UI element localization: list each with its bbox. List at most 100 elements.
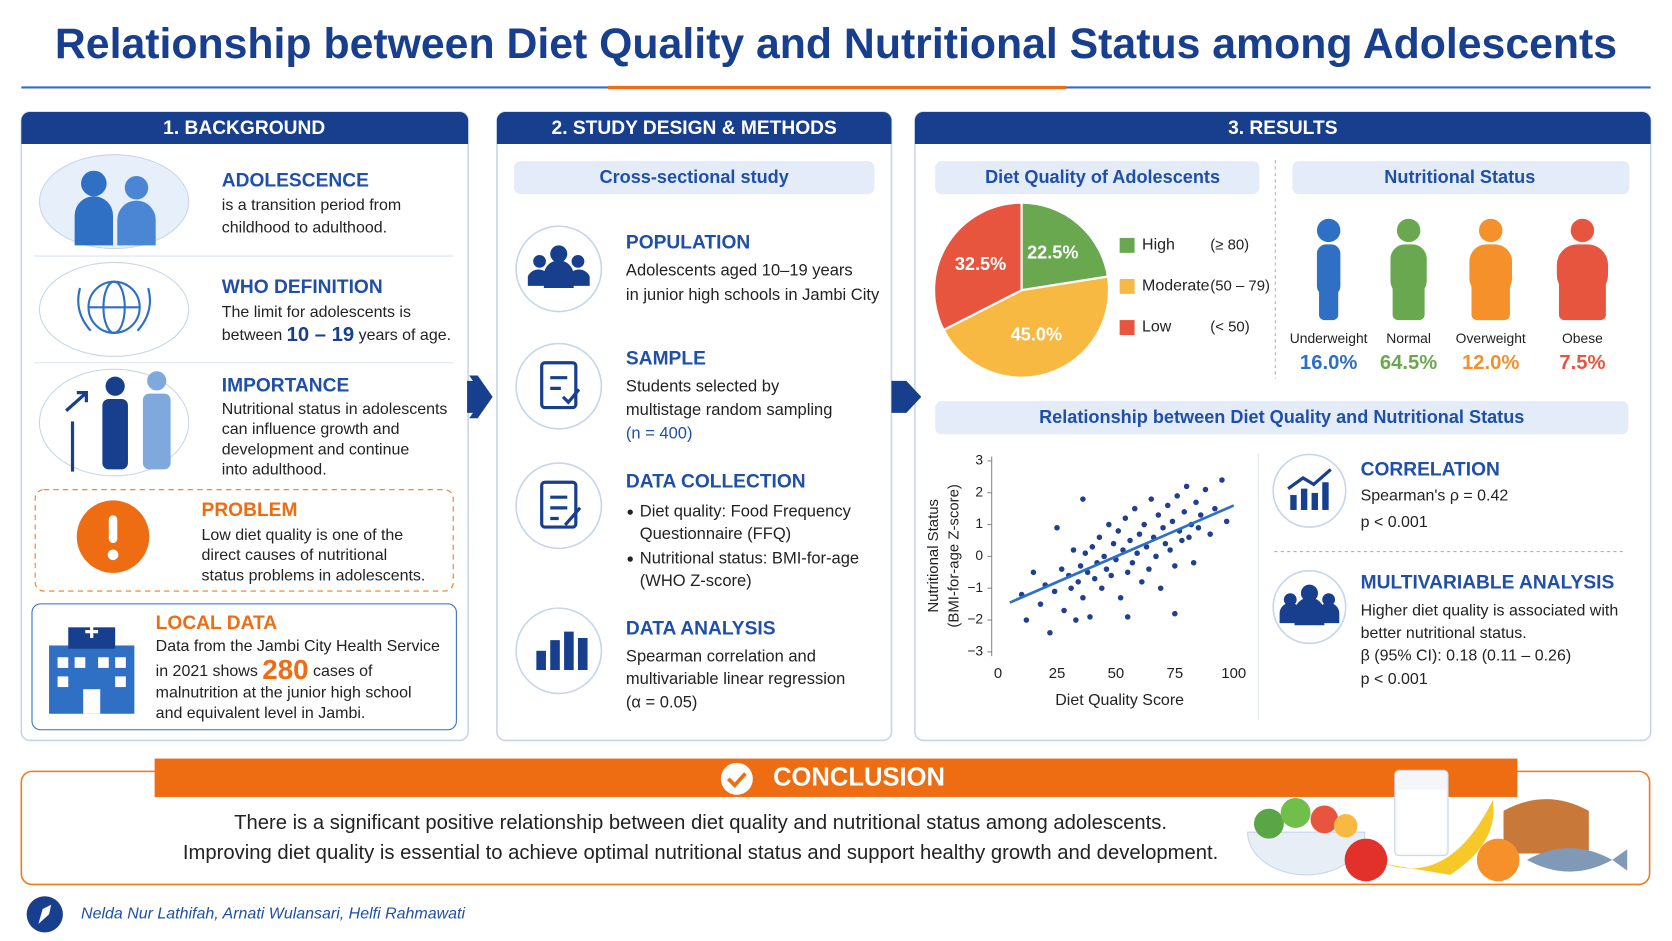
person-figure — [1316, 218, 1341, 243]
scatter-point — [1084, 569, 1091, 576]
item-title: MULTIVARIABLE ANALYSIS — [1361, 573, 1615, 594]
y-tick-label: 3 — [975, 452, 983, 468]
section-heading: 1. BACKGROUND — [163, 118, 325, 139]
background-header — [21, 112, 469, 145]
scatter-point — [1174, 493, 1180, 499]
legend-swatch — [1119, 320, 1135, 336]
scatter-point — [1089, 544, 1096, 550]
x-tick-label: 25 — [1049, 665, 1066, 682]
who-icon — [77, 280, 152, 334]
band — [1292, 161, 1630, 195]
scatter-point — [1190, 559, 1197, 566]
body-text: into adulthood. — [222, 462, 327, 479]
body-text: Data from the Jambi City Health Service — [156, 638, 440, 655]
item-title: SAMPLE — [626, 349, 706, 370]
body-text: Nutritional status in adolescents — [222, 401, 448, 418]
body-text: p < 0.001 — [1361, 514, 1428, 531]
band — [935, 161, 1260, 195]
scatter-point — [1153, 553, 1159, 560]
authors: Nelda Nur Lathifah, Arnati Wulansari, He… — [81, 906, 465, 923]
icon-bg — [1272, 453, 1347, 528]
band — [935, 401, 1629, 435]
scatter-point — [1167, 547, 1173, 553]
body-text: Adolescents aged 10–19 years — [626, 260, 853, 279]
body-text: Low diet quality is one of the — [202, 527, 404, 544]
scatter-point — [1051, 588, 1058, 595]
scatter-point — [1197, 512, 1204, 518]
item-title: PROBLEM — [202, 500, 298, 521]
trend-line — [1009, 504, 1235, 604]
results-header — [914, 112, 1651, 145]
scatter-point — [1127, 537, 1133, 544]
status-value: 7.5% — [1559, 352, 1605, 374]
x-tick-label: 100 — [1221, 665, 1246, 682]
bullet — [627, 556, 633, 562]
scatter-point — [1124, 614, 1131, 620]
scatter-point — [1129, 559, 1136, 566]
conclusion-title: CONCLUSION — [773, 764, 945, 792]
text-part: years of age. — [354, 327, 451, 344]
status-label: Overweight — [1456, 330, 1526, 346]
body-text: The limit for adolescents is — [222, 304, 411, 321]
body-text: status problems in adolescents. — [202, 567, 426, 584]
pie-slice — [1020, 201, 1110, 292]
clipboard-icon — [540, 361, 582, 529]
y-tick-label: −2 — [967, 611, 983, 627]
body-text: Questionnaire (FFQ) — [640, 524, 791, 543]
body-text: (α = 0.05) — [626, 692, 697, 711]
scatter-point — [1146, 566, 1152, 572]
scatter-point — [1186, 534, 1192, 541]
status-label: Underweight — [1290, 330, 1368, 346]
check-icon — [726, 772, 747, 788]
body-text: is a transition period from — [222, 197, 401, 214]
person-figure — [1570, 218, 1595, 243]
content: Relationship between Diet Quality and Nu… — [55, 20, 1618, 922]
item-title: IMPORTANCE — [222, 375, 350, 396]
scatter-point — [1148, 496, 1155, 502]
x-tick-label: 75 — [1167, 665, 1184, 682]
scatter-point — [1103, 566, 1110, 572]
scatter-point — [1143, 544, 1150, 550]
scatter-point — [1162, 540, 1169, 547]
person-figure — [1319, 279, 1339, 321]
legend-range: (< 50) — [1210, 318, 1249, 335]
population-icon — [527, 245, 590, 289]
scatter-point — [1115, 528, 1122, 534]
pie-label: 22.5% — [1027, 242, 1078, 262]
y-tick-label: 0 — [975, 547, 983, 563]
icon-bg — [38, 154, 190, 250]
scatter-point — [1202, 486, 1209, 493]
arrow — [467, 380, 491, 413]
scatter-point — [1212, 505, 1218, 512]
check-icon — [720, 762, 753, 795]
scatter-point — [1172, 563, 1178, 569]
section-heading: 2. STUDY DESIGN & METHODS — [552, 118, 837, 139]
item-title: DATA COLLECTION — [626, 471, 806, 492]
body-text: can influence growth and — [222, 421, 400, 438]
status-label: Normal — [1386, 330, 1431, 346]
scatter-point — [1082, 550, 1089, 556]
body-text: Spearman correlation and — [626, 647, 816, 666]
scatter-point — [1157, 585, 1164, 591]
y-tick-label: 1 — [975, 515, 983, 531]
scatter-point — [1080, 594, 1086, 601]
body-text: in junior high schools in Jambi City — [626, 285, 880, 304]
body-text: between 10 – 19 years of age. — [222, 324, 451, 346]
pie-slice — [942, 275, 1111, 379]
status-value: 12.0% — [1462, 352, 1519, 374]
body-text: malnutrition at the junior high school — [156, 685, 412, 702]
y-tick-label: 2 — [975, 483, 983, 499]
scatter-point — [1058, 566, 1065, 572]
conclusion-header — [154, 758, 1518, 797]
x-tick-label: 50 — [1108, 665, 1125, 682]
scatter-point — [1030, 569, 1037, 576]
text-part: cases of — [309, 663, 374, 680]
scatter-point — [1169, 518, 1176, 525]
scatter-point — [1223, 518, 1230, 525]
body-text: multivariable linear regression — [626, 669, 845, 688]
bar-icon — [536, 631, 588, 671]
scatter-point — [1087, 614, 1093, 620]
scatter-point — [1077, 563, 1084, 569]
highlight: 10 – 19 — [287, 324, 355, 346]
methods-header — [496, 112, 892, 145]
